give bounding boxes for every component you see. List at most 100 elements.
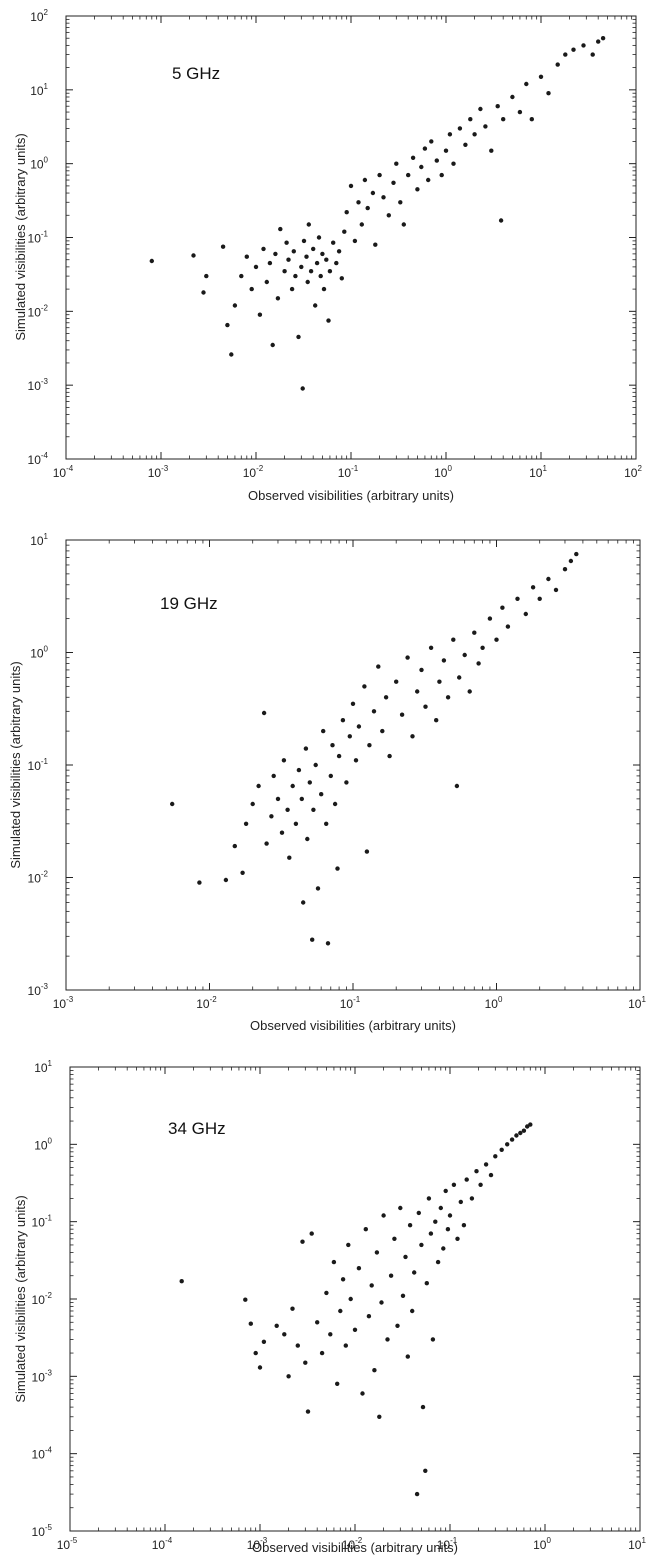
scatter-point bbox=[398, 1205, 403, 1211]
scatter-point bbox=[420, 1404, 426, 1410]
scatter-point bbox=[271, 773, 276, 779]
scatter-point bbox=[308, 269, 314, 274]
scatter-point bbox=[331, 240, 336, 245]
scatter-point bbox=[307, 780, 312, 785]
scatter-point bbox=[293, 821, 299, 826]
scatter-point bbox=[239, 273, 244, 279]
scatter-point bbox=[596, 39, 601, 44]
scatter-point bbox=[546, 91, 551, 96]
scatter-point bbox=[284, 240, 289, 245]
scatter-point bbox=[518, 1130, 523, 1136]
scatter-point bbox=[380, 728, 385, 734]
scatter-point bbox=[494, 637, 499, 642]
scatter-point bbox=[320, 251, 325, 257]
scatter-point bbox=[419, 667, 424, 673]
plot-area bbox=[65, 539, 641, 991]
scatter-point bbox=[445, 1227, 451, 1232]
scatter-point bbox=[469, 1196, 475, 1201]
scatter-point bbox=[348, 1296, 353, 1302]
scatter-point bbox=[461, 1223, 467, 1228]
y-tick-label: 100 bbox=[30, 645, 48, 661]
scatter-point bbox=[472, 630, 477, 635]
scatter-point bbox=[332, 801, 338, 807]
scatter-point bbox=[311, 246, 316, 252]
scatter-point bbox=[553, 587, 559, 593]
scatter-point bbox=[364, 849, 370, 854]
x-tick-label: 101 bbox=[628, 995, 646, 1011]
x-tick-label: 100 bbox=[434, 464, 452, 480]
scatter-point bbox=[309, 1231, 314, 1236]
scatter-point bbox=[514, 1133, 519, 1138]
scatter-point bbox=[546, 576, 551, 582]
scatter-point bbox=[348, 183, 354, 189]
scatter-point bbox=[344, 210, 349, 215]
x-tick-label: 10-1 bbox=[338, 464, 359, 480]
scatter-point bbox=[243, 821, 249, 826]
scatter-point bbox=[286, 1374, 291, 1379]
scatter-point bbox=[529, 117, 534, 122]
scatter-point bbox=[478, 106, 483, 112]
scatter-point bbox=[278, 226, 283, 232]
scatter-point bbox=[505, 624, 511, 629]
scatter-point bbox=[293, 273, 298, 279]
scatter-point bbox=[515, 596, 520, 601]
scatter-point bbox=[370, 190, 376, 196]
scatter-point bbox=[362, 177, 368, 183]
scatter-point bbox=[275, 796, 281, 802]
scatter-point bbox=[300, 1239, 305, 1244]
scatter-point bbox=[285, 807, 290, 812]
scatter-point bbox=[296, 767, 302, 773]
scatter-point bbox=[381, 195, 386, 200]
scatter-point bbox=[304, 254, 309, 259]
x-tick-label: 100 bbox=[485, 995, 503, 1011]
scatter-point bbox=[407, 1223, 413, 1228]
scatter-point bbox=[581, 43, 586, 48]
x-tick-label: 10-3 bbox=[247, 1536, 268, 1552]
scatter-point bbox=[356, 200, 361, 205]
scatter-point bbox=[232, 303, 238, 308]
scatter-points bbox=[149, 36, 606, 391]
y-tick-label: 10-1 bbox=[28, 230, 49, 246]
scatter-point bbox=[350, 701, 356, 706]
y-tick-label: 10-3 bbox=[28, 982, 49, 998]
scatter-point bbox=[372, 1368, 377, 1373]
scatter-point bbox=[505, 1142, 510, 1147]
scatter-point bbox=[488, 1172, 494, 1178]
scatter-point bbox=[426, 1196, 432, 1201]
y-tick-label: 10-1 bbox=[28, 757, 49, 773]
scatter-point bbox=[286, 257, 291, 262]
scatter-point bbox=[406, 172, 411, 178]
scatter-point bbox=[555, 62, 560, 67]
x-tick-label: 101 bbox=[628, 1536, 646, 1552]
scatter-point bbox=[574, 551, 579, 557]
scatter-point bbox=[253, 264, 259, 270]
scatter-point bbox=[336, 753, 342, 759]
scatter-point bbox=[498, 218, 504, 223]
x-axis-label: Observed visibilities (arbitrary units) bbox=[248, 488, 454, 503]
scatter-point bbox=[447, 132, 453, 137]
x-tick-label: 10-3 bbox=[148, 464, 169, 480]
scatter-point bbox=[316, 235, 322, 240]
scatter-point bbox=[423, 704, 428, 709]
scatter-point bbox=[303, 746, 309, 751]
scatter-point bbox=[392, 1236, 397, 1242]
scatter-point bbox=[528, 1122, 533, 1127]
scatter-point bbox=[373, 242, 378, 247]
y-tick-label: 10-2 bbox=[28, 870, 49, 886]
scatter-point bbox=[264, 841, 269, 846]
scatter-point bbox=[273, 251, 278, 257]
x-tick-label: 102 bbox=[624, 464, 642, 480]
scatter-point bbox=[445, 695, 451, 700]
scatter-point bbox=[423, 1468, 428, 1474]
scatter-point bbox=[197, 880, 202, 885]
scatter-point bbox=[437, 679, 442, 684]
y-tick-label: 10-4 bbox=[32, 1446, 53, 1462]
scatter-point bbox=[281, 758, 287, 763]
scatter-point bbox=[434, 718, 439, 723]
scatter-point bbox=[600, 36, 606, 41]
scatter-point bbox=[243, 1297, 248, 1302]
scatter-point bbox=[270, 342, 275, 348]
scatter-point bbox=[487, 616, 493, 621]
scatter-point bbox=[434, 158, 439, 163]
x-tick-label: 10-5 bbox=[57, 1536, 78, 1552]
